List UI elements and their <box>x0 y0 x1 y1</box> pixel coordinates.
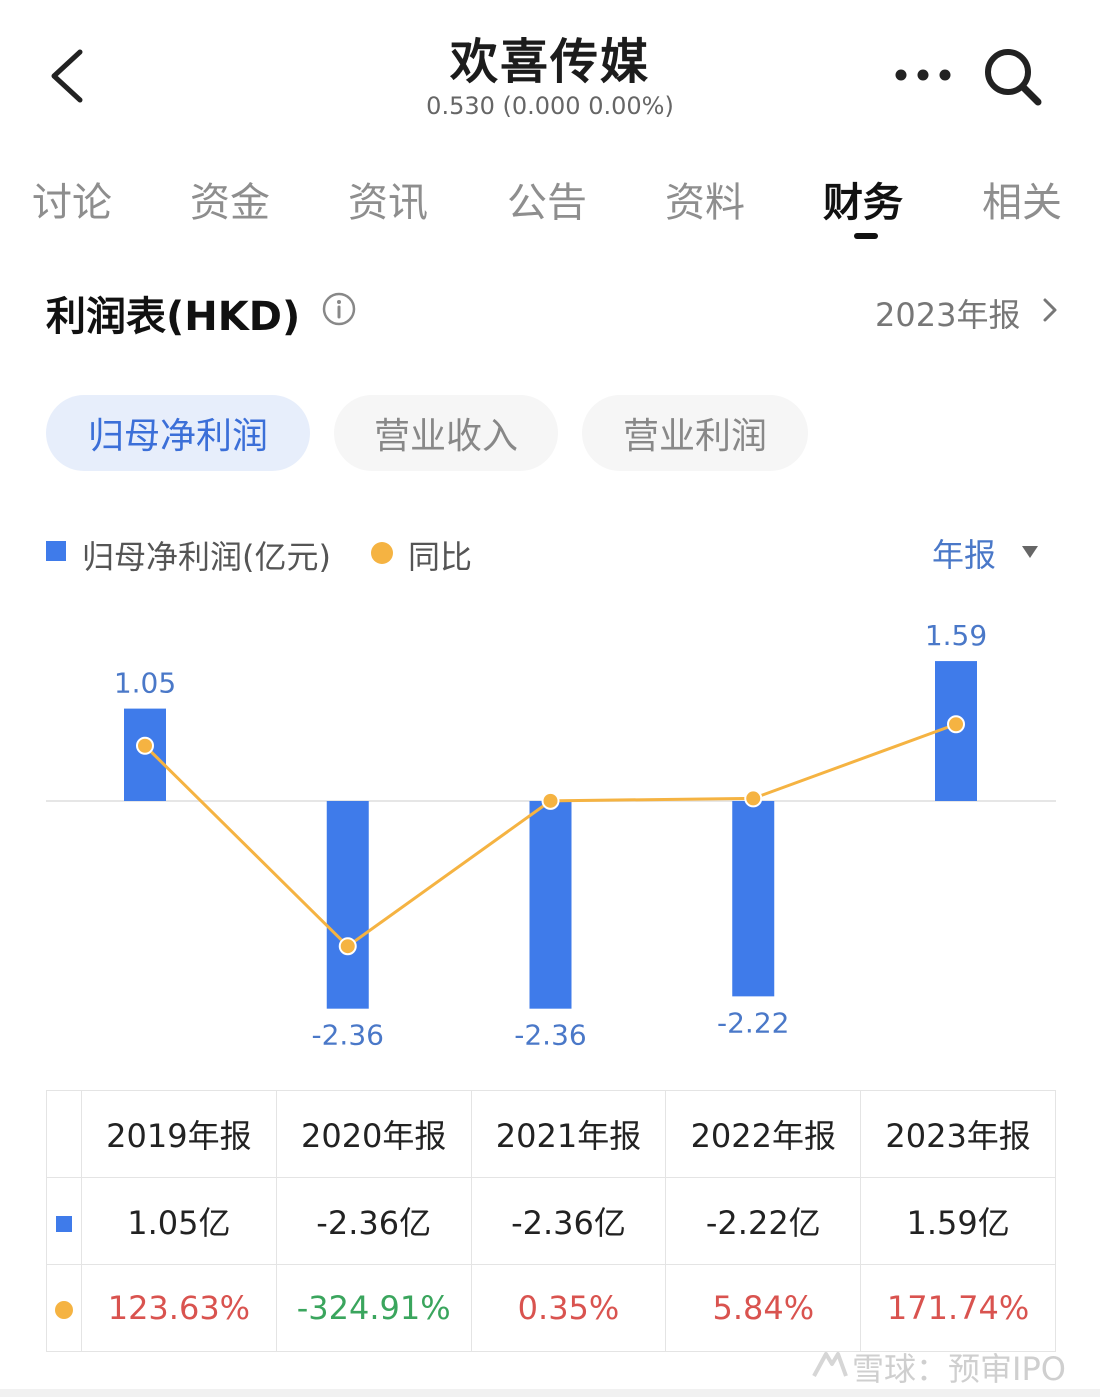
chart-bar <box>732 801 775 997</box>
chart-data-label: 1.05 <box>114 667 176 700</box>
tab-news[interactable]: 资讯 <box>348 180 428 226</box>
yoy-point <box>947 715 965 734</box>
legend-line-label: 同比 <box>408 538 473 576</box>
chart-data-label: -2.36 <box>312 1019 384 1052</box>
dot-marker-icon <box>55 1301 73 1319</box>
active-tab-indicator <box>854 233 878 239</box>
table-header-cell: 2023年报 <box>860 1090 1056 1178</box>
section-title: 利润表(HKD) <box>46 294 301 340</box>
bottom-strip <box>0 1389 1100 1397</box>
tab-profile[interactable]: 资料 <box>665 180 745 226</box>
chart-bar <box>326 801 369 1009</box>
yoy-cell: 5.84% <box>665 1264 862 1352</box>
chart-bar <box>529 801 572 1009</box>
yoy-cell: -324.91% <box>275 1264 472 1352</box>
yoy-point <box>541 791 560 810</box>
pill-net-profit[interactable]: 归母净利润 <box>46 395 310 471</box>
profit-cell: 1.05亿 <box>81 1177 277 1265</box>
table-header-cell: 2019年报 <box>81 1090 277 1178</box>
yoy-point <box>136 736 154 755</box>
legend-line-marker <box>371 542 393 564</box>
info-icon[interactable] <box>322 292 356 326</box>
profit-cell: -2.22亿 <box>665 1177 862 1265</box>
period-selector[interactable]: 2023年报 <box>875 296 1021 334</box>
chart-data-label: -2.36 <box>514 1019 586 1052</box>
yoy-row-marker <box>46 1264 82 1352</box>
table-header-cell: 2022年报 <box>665 1090 862 1178</box>
chart-bar <box>124 708 166 801</box>
table-header-cell: 2021年报 <box>470 1090 667 1178</box>
chart-data-label: -2.22 <box>717 1006 789 1039</box>
profit-chart: 1.05 -2.36 -2.36 -2.22 1.59 <box>46 619 1056 1052</box>
chevron-right-icon[interactable] <box>1040 296 1060 324</box>
legend-bar-label: 归母净利润(亿元) <box>82 538 331 576</box>
yoy-point <box>338 937 357 956</box>
profit-row-marker <box>46 1177 82 1265</box>
table-row-yoy: 123.63% -324.91% 0.35% 5.84% 171.74% <box>46 1264 1056 1352</box>
tab-funds[interactable]: 资金 <box>190 180 270 226</box>
profit-cell: 1.59亿 <box>860 1177 1056 1265</box>
more-icon[interactable] <box>893 62 953 88</box>
dropdown-arrow-icon[interactable] <box>1022 546 1038 558</box>
chart-data-label: 1.59 <box>925 619 987 652</box>
table-corner-cell <box>46 1090 82 1178</box>
tab-discussion[interactable]: 讨论 <box>32 180 112 226</box>
table-header-cell: 2020年报 <box>275 1090 472 1178</box>
legend-bar-marker <box>46 541 66 561</box>
stock-quote: 0.530 (0.000 0.00%) <box>426 92 674 120</box>
profit-cell: -2.36亿 <box>275 1177 472 1265</box>
back-arrow-icon[interactable] <box>46 46 96 106</box>
table-row-profit: 1.05亿 -2.36亿 -2.36亿 -2.22亿 1.59亿 <box>46 1177 1056 1265</box>
yoy-cell: 171.74% <box>860 1264 1056 1352</box>
bar-marker-icon <box>56 1216 72 1232</box>
tab-finance[interactable]: 财务 <box>823 180 903 226</box>
data-table: 2019年报 2020年报 2021年报 2022年报 2023年报 1.05亿… <box>46 1090 1056 1352</box>
tab-related[interactable]: 相关 <box>982 180 1062 226</box>
xueqiu-logo <box>812 1352 848 1377</box>
frequency-selector[interactable]: 年报 <box>932 536 997 574</box>
table-header-row: 2019年报 2020年报 2021年报 2022年报 2023年报 <box>46 1090 1056 1178</box>
watermark-text: 雪球：预审IPO <box>852 1350 1066 1388</box>
yoy-point <box>744 789 763 808</box>
stock-name: 欢喜传媒 <box>449 34 650 90</box>
search-icon[interactable] <box>980 44 1044 108</box>
profit-cell: -2.36亿 <box>470 1177 667 1265</box>
yoy-cell: 123.63% <box>81 1264 277 1352</box>
tab-announcements[interactable]: 公告 <box>507 180 587 226</box>
pill-operating-profit[interactable]: 营业利润 <box>582 395 808 471</box>
yoy-cell: 0.35% <box>470 1264 667 1352</box>
pill-revenue[interactable]: 营业收入 <box>334 395 558 471</box>
